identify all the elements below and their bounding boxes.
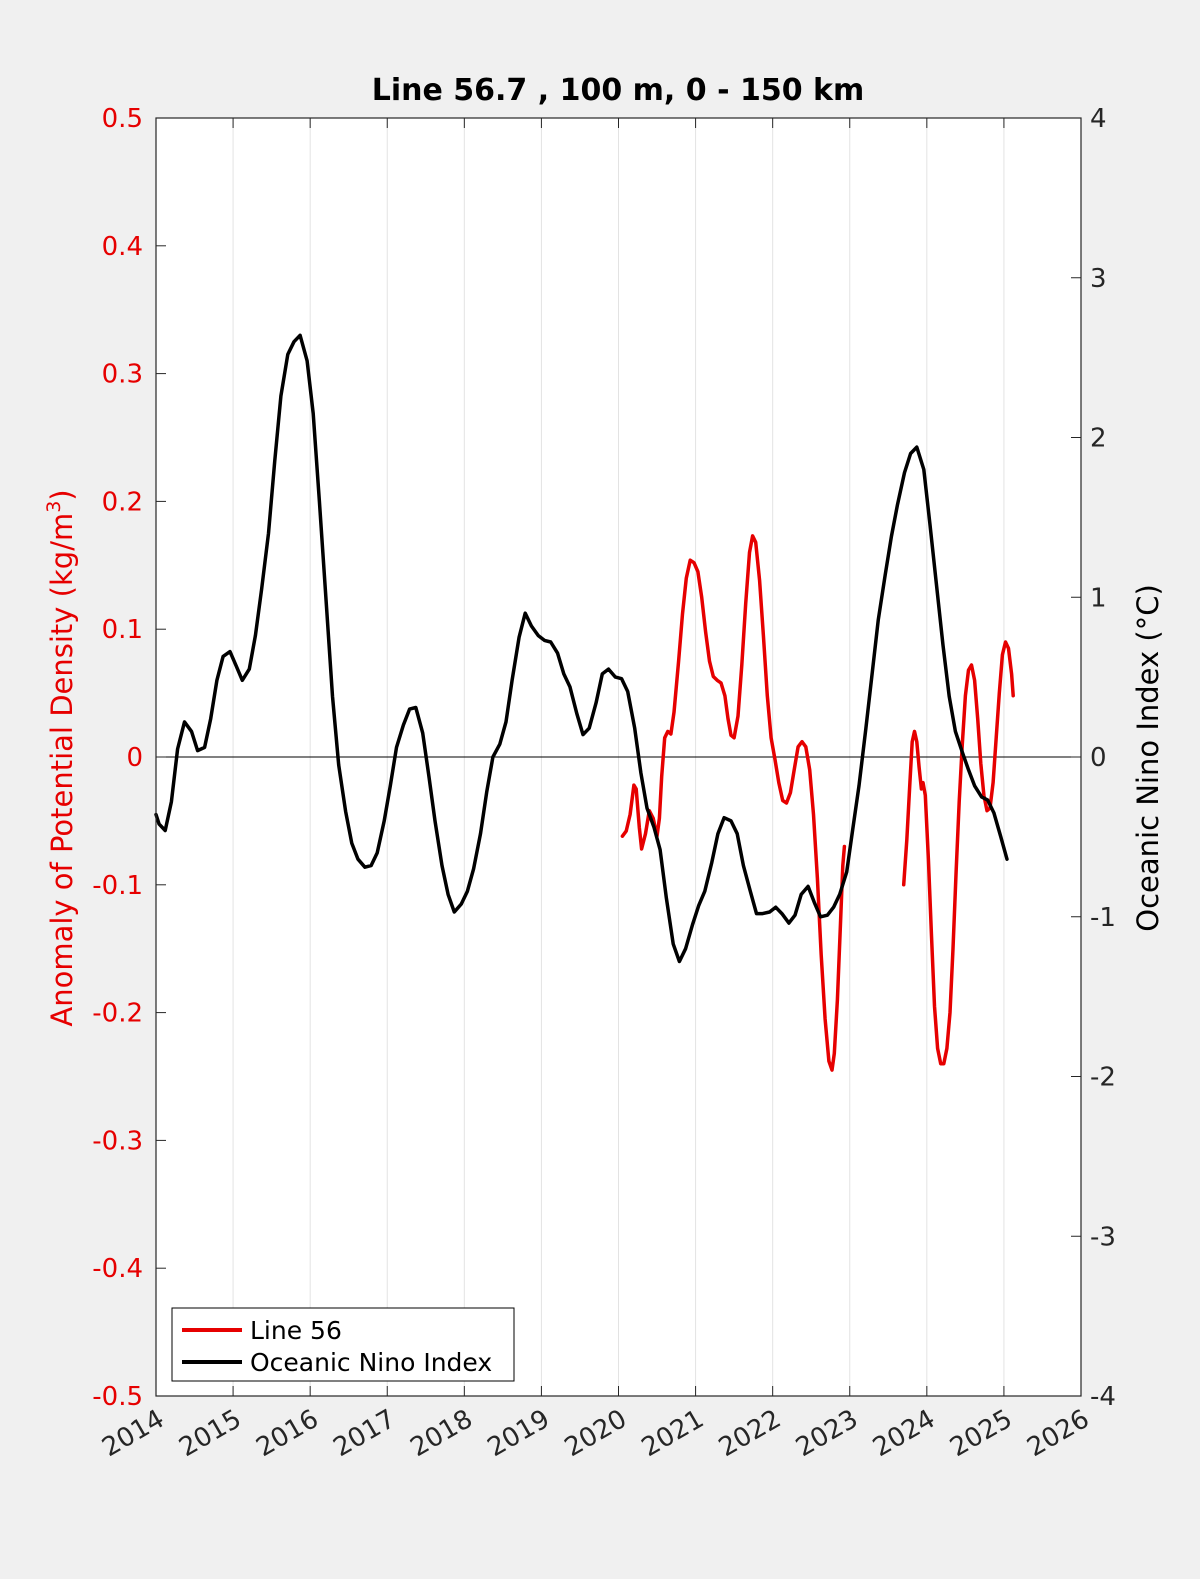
y-left-tick-label: 0 bbox=[126, 743, 143, 773]
x-tick-label: 2015 bbox=[174, 1404, 246, 1463]
y-left-tick-label: 0.2 bbox=[102, 487, 143, 517]
y-right-tick-label: -3 bbox=[1090, 1222, 1116, 1252]
y-axis-right: -4 -3 -2 -1 0 1 2 3 4 bbox=[1071, 104, 1116, 1412]
series-line-oceanic-nino-index bbox=[154, 333, 1009, 964]
series-line-line-56 bbox=[620, 534, 847, 1072]
y-right-tick-label: 2 bbox=[1090, 424, 1107, 454]
x-tick-label: 2018 bbox=[406, 1404, 478, 1463]
y-left-tick-label: 0.4 bbox=[102, 232, 143, 262]
x-tick-label: 2022 bbox=[714, 1404, 786, 1463]
y-axis-left-label-main: Anomaly of Potential Density (kg/m bbox=[45, 513, 79, 1027]
y-axis-left: -0.5 -0.4 -0.3 -0.2 -0.1 0 0.1 0.2 0.3 0.4 0.5 bbox=[92, 104, 166, 1412]
y-left-tick-label: -0.5 bbox=[92, 1382, 143, 1412]
x-tick-label: 2024 bbox=[868, 1404, 940, 1463]
series-layer bbox=[154, 333, 1015, 1072]
x-tick-label: 2021 bbox=[637, 1404, 709, 1463]
legend-label-oni: Oceanic Nino Index bbox=[250, 1348, 492, 1377]
y-left-tick-label: -0.4 bbox=[92, 1254, 143, 1284]
y-left-tick-label: 0.5 bbox=[102, 104, 143, 134]
legend-box bbox=[171, 1307, 515, 1382]
y-axis-left-label: Anomaly of Potential Density (kg/m3) bbox=[43, 489, 79, 1026]
x-tick-label: 2026 bbox=[1022, 1404, 1094, 1463]
x-tick-label: 2019 bbox=[483, 1404, 555, 1463]
x-tick-label: 2023 bbox=[791, 1404, 863, 1463]
y-right-tick-label: 4 bbox=[1090, 104, 1107, 134]
y-axis-left-label-end: ) bbox=[45, 489, 79, 500]
y-left-tick-label: -0.1 bbox=[92, 871, 143, 901]
x-tick-label: 2025 bbox=[945, 1404, 1017, 1463]
x-tick-label: 2014 bbox=[97, 1404, 169, 1463]
y-right-tick-label: -4 bbox=[1090, 1382, 1116, 1412]
y-axis-left-label-sup: 3 bbox=[43, 501, 65, 513]
y-left-tick-label: -0.3 bbox=[92, 1126, 143, 1156]
y-left-tick-label: 0.3 bbox=[102, 360, 143, 390]
y-right-tick-label: 0 bbox=[1090, 743, 1107, 773]
x-tick-label: 2017 bbox=[328, 1404, 400, 1463]
y-axis-right-label: Oceanic Nino Index (°C) bbox=[1131, 584, 1165, 932]
y-right-tick-label: 1 bbox=[1090, 583, 1107, 613]
x-tick-label: 2016 bbox=[251, 1404, 323, 1463]
legend-label-line-56: Line 56 bbox=[250, 1316, 342, 1345]
y-right-tick-label: -1 bbox=[1090, 903, 1116, 933]
y-left-tick-label: 0.1 bbox=[102, 615, 143, 645]
chart-title: Line 56.7 , 100 m, 0 - 150 km bbox=[372, 73, 865, 108]
y-right-tick-label: -2 bbox=[1090, 1063, 1116, 1093]
legend: Line 56 Oceanic Nino Index bbox=[171, 1307, 515, 1382]
y-left-tick-label: -0.2 bbox=[92, 999, 143, 1029]
series-line-line-56 bbox=[901, 640, 1015, 1066]
y-right-tick-label: 3 bbox=[1090, 264, 1107, 294]
x-tick-label: 2020 bbox=[560, 1404, 632, 1463]
